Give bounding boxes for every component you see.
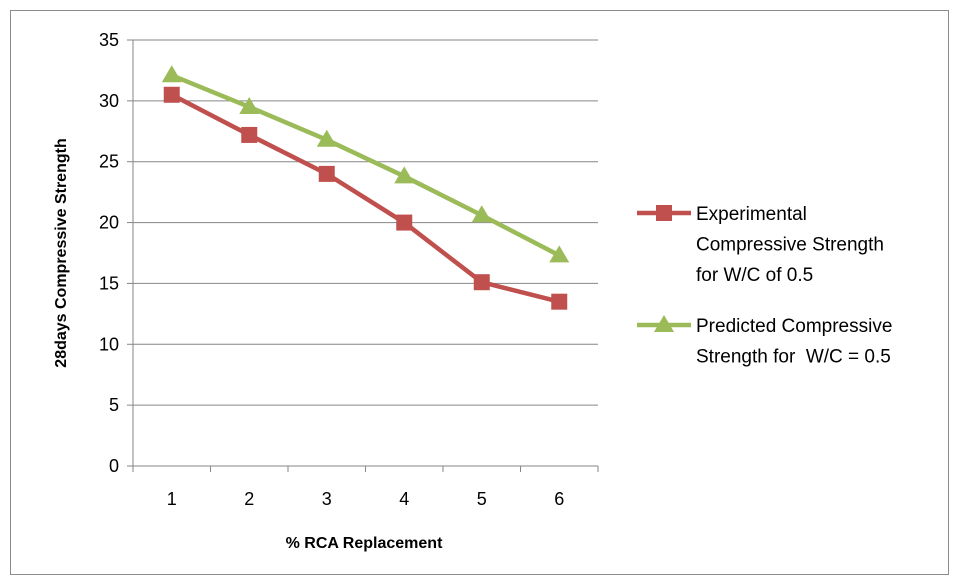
data-point <box>161 65 182 83</box>
series-layer <box>161 65 570 310</box>
legend-item: Predicted Compressive Strength for W/C = … <box>637 315 892 368</box>
data-point <box>549 245 570 263</box>
x-tick-label: 6 <box>554 489 564 509</box>
y-tick-label: 5 <box>109 395 119 415</box>
y-tick-label: 30 <box>99 91 119 111</box>
data-point <box>316 129 337 147</box>
data-point <box>394 166 415 184</box>
axes <box>127 39 599 472</box>
legend-label: Predicted Compressive <box>696 316 892 337</box>
x-tick-label: 1 <box>167 489 177 509</box>
legend-label: Experimental <box>696 204 807 225</box>
series-predicted <box>161 65 570 263</box>
data-point <box>551 293 568 310</box>
y-tick-label: 25 <box>99 152 119 172</box>
series-line <box>170 73 561 258</box>
data-point <box>239 96 260 114</box>
series-line <box>170 92 560 304</box>
y-tick-label: 0 <box>109 456 119 476</box>
x-tick-label: 4 <box>399 489 409 509</box>
legend-marker <box>656 205 672 221</box>
data-point <box>473 274 490 291</box>
chart-frame <box>10 10 949 575</box>
y-tick-label: 15 <box>99 273 119 293</box>
y-axis-title: 28days Compressive Strength <box>53 138 70 367</box>
gridlines <box>133 39 598 406</box>
data-point <box>163 86 180 103</box>
x-tick-labels: 1 2 3 4 5 6 <box>167 489 565 509</box>
legend-item: Experimental Compressive Strength for W/C … <box>637 204 884 286</box>
x-axis-title: % RCA Replacement <box>286 535 443 552</box>
data-point <box>396 214 413 231</box>
x-tick-label: 3 <box>322 489 332 509</box>
legend-marker <box>654 315 674 332</box>
y-tick-label: 10 <box>99 334 119 354</box>
data-point <box>471 205 492 223</box>
y-tick-labels: 0 5 10 15 20 25 30 35 <box>99 30 119 476</box>
y-tick-label: 20 <box>99 213 119 233</box>
x-tick-label: 5 <box>477 489 487 509</box>
legend: Experimental Compressive Strength for W/C … <box>637 204 892 368</box>
x-tick-label: 2 <box>244 489 254 509</box>
data-point <box>241 126 258 143</box>
series-experimental <box>163 86 568 310</box>
data-point <box>318 165 335 182</box>
legend-label: Compressive Strength <box>696 235 884 256</box>
legend-label: for W/C of 0.5 <box>696 265 813 286</box>
legend-label: Strength for W/C = 0.5 <box>696 347 891 368</box>
y-tick-label: 35 <box>99 30 119 50</box>
